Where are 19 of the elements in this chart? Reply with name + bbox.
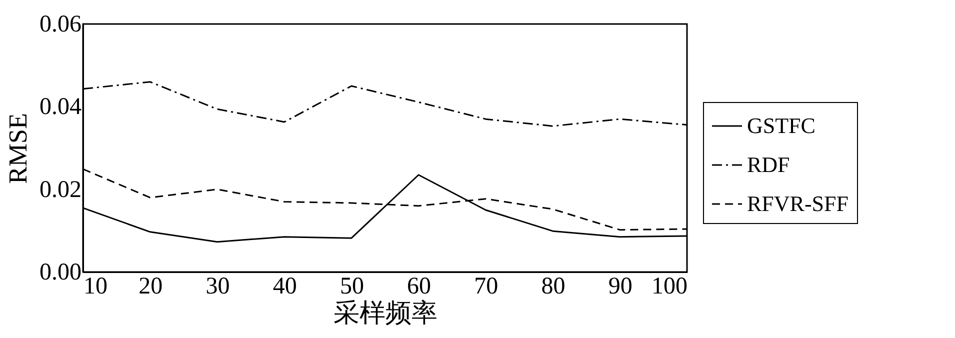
y-tick-label: 0.00 [40,260,82,286]
legend-label: GSTFC [747,113,816,138]
x-tick-label: 50 [340,274,364,300]
y-tick-label: 0.06 [40,12,82,38]
x-tick-label: 10 [84,274,108,300]
legend-label: RDF [747,152,790,177]
x-tick-label: 20 [138,274,163,300]
x-tick-label: 60 [407,274,432,300]
y-tick-label: 0.04 [40,94,82,120]
x-tick-label: 100 [652,274,688,300]
x-tick-label: 90 [608,274,632,300]
x-axis-title: 采样频率 [334,298,438,328]
x-tick-label: 30 [206,274,230,300]
x-tick-label: 80 [541,274,566,300]
x-tick-label: 40 [272,274,297,300]
legend-label: RFVR-SFF [747,191,849,216]
y-tick-label: 0.02 [40,176,82,203]
y-axis-title: RMSE [4,113,32,184]
x-tick-label: 70 [474,274,498,300]
